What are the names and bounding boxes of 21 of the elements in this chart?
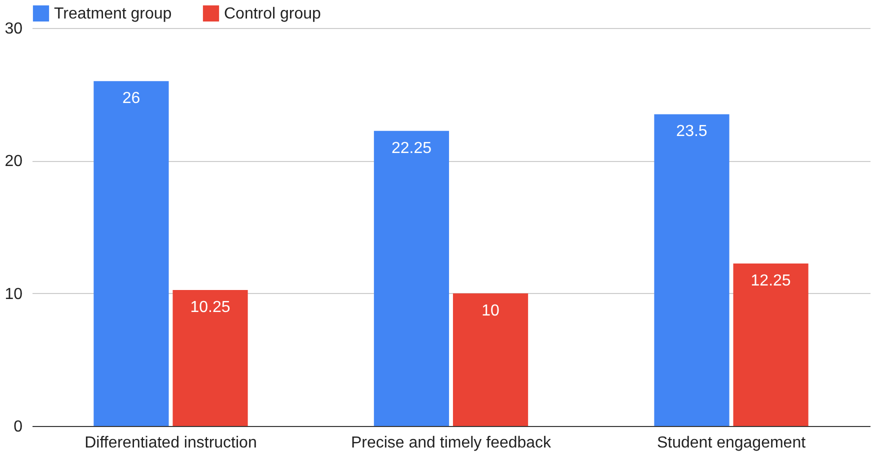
y-tick-label: 10 bbox=[4, 286, 23, 303]
y-tick-label: 0 bbox=[14, 418, 23, 436]
bar bbox=[733, 263, 808, 426]
y-tick-label: 30 bbox=[4, 20, 23, 38]
data-label: 10 bbox=[482, 302, 500, 320]
bar bbox=[172, 290, 248, 426]
data-label: 22.25 bbox=[391, 140, 432, 157]
x-tick-label: Precise and timely feedback bbox=[350, 434, 552, 452]
bar bbox=[654, 114, 730, 426]
legend-label: Treatment group bbox=[54, 5, 172, 22]
data-label: 23.5 bbox=[676, 123, 708, 140]
data-label: 12.25 bbox=[750, 272, 791, 290]
y-tick-label: 20 bbox=[4, 153, 23, 170]
bar bbox=[374, 130, 450, 426]
data-label: 10.25 bbox=[190, 299, 230, 316]
data-label: 26 bbox=[122, 90, 140, 108]
bar bbox=[94, 81, 169, 426]
x-tick-label: Differentiated instruction bbox=[84, 434, 257, 452]
bar bbox=[452, 293, 528, 426]
x-tick-label: Student engagement bbox=[656, 434, 806, 452]
legend-label: Control group bbox=[224, 5, 322, 22]
